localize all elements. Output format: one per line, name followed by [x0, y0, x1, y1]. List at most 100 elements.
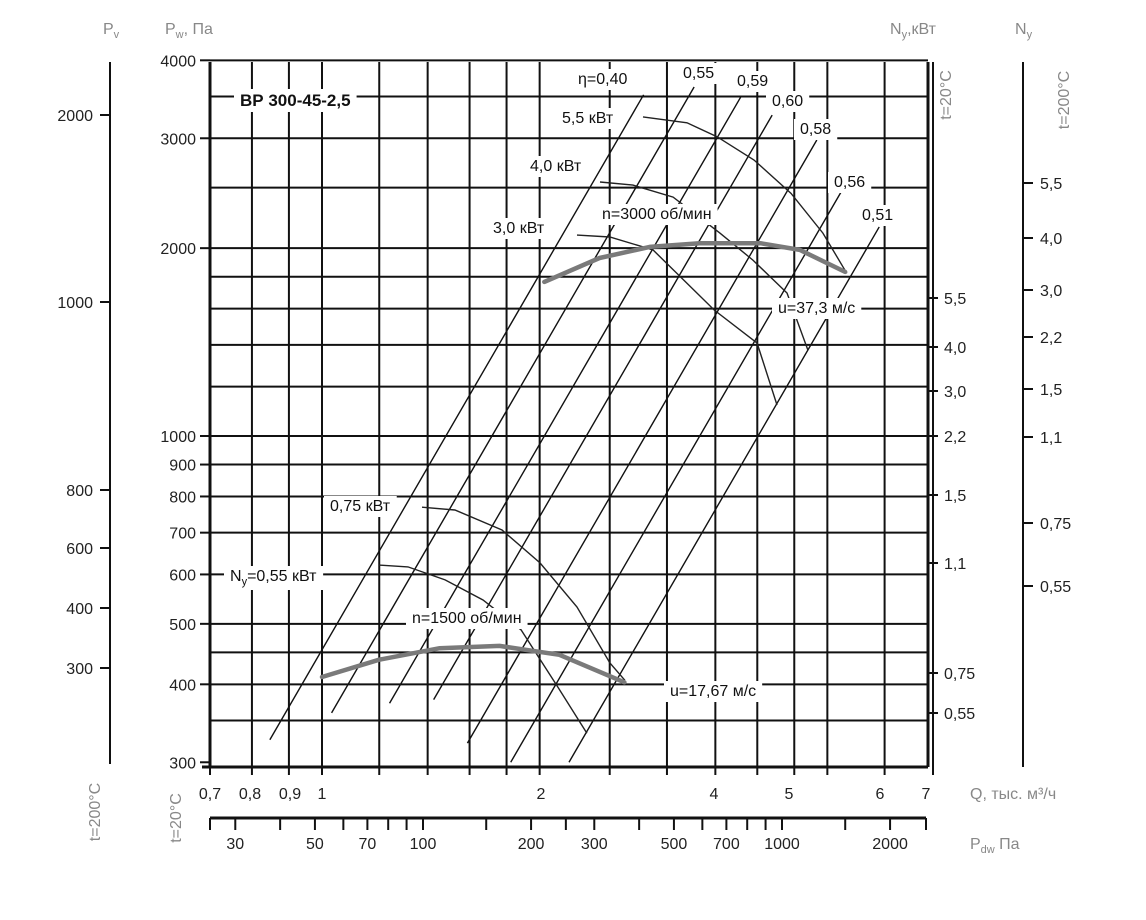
ny-inner-tick-label: 1,5 — [944, 488, 966, 505]
ny-outer-temperature: t=200°C — [1056, 71, 1073, 129]
x-axis-title: Q, тыс. м³/ч — [970, 786, 1056, 803]
pdw-tick-label: 2000 — [872, 836, 908, 853]
label-background — [828, 172, 872, 193]
efficiency-label: 0,51 — [862, 207, 893, 224]
label-background — [596, 204, 718, 225]
speed-label-3000: n=3000 об/мин — [602, 206, 712, 223]
label-background — [731, 71, 775, 92]
pdw-tick-label: 200 — [518, 836, 545, 853]
label-background — [766, 91, 810, 112]
efficiency-label: 0,58 — [800, 121, 831, 138]
x-tick-label: 0,9 — [279, 786, 301, 803]
pdw-tick-label: 100 — [410, 836, 437, 853]
ny-outer-tick-label: 1,1 — [1040, 430, 1062, 447]
pv-tick-label: 600 — [66, 541, 93, 558]
x-tick-label: 2 — [537, 786, 546, 803]
efficiency-line — [388, 96, 742, 704]
efficiency-label: 0,55 — [683, 65, 714, 82]
pv-tick-label: 2000 — [57, 108, 93, 125]
pv-axis-title-sub: v — [114, 29, 120, 41]
ny-inner-tick-label: 3,0 — [944, 384, 966, 401]
pv-tick-label: 800 — [66, 483, 93, 500]
label-background — [664, 681, 763, 702]
ny-inner-axis-title: Ny,кВт — [890, 21, 937, 41]
y-axis-title-main: P — [165, 21, 176, 38]
power-curve — [599, 181, 809, 351]
y-tick-label: 1000 — [160, 429, 196, 446]
pdw-tick-label: 1000 — [764, 836, 800, 853]
speed-label-1500: n=1500 об/мин — [412, 610, 522, 627]
chart-title: ВР 300-45-2,5 — [240, 91, 351, 110]
power-curve-label: 5,5 кВт — [562, 110, 614, 127]
ny-outer-axis-title-main: N — [1015, 21, 1027, 38]
x-tick-label: 4 — [710, 786, 719, 803]
label-background — [324, 496, 397, 517]
speed-curve — [319, 643, 627, 685]
efficiency-line — [330, 86, 695, 714]
ny-inner-tick-label: 4,0 — [944, 340, 966, 357]
pdw-tick-label: 30 — [226, 836, 244, 853]
y-axis-title-sub: w — [175, 29, 184, 41]
power-curve — [421, 506, 626, 681]
pdw-axis-title-sub: dw — [981, 844, 995, 856]
ny-inner-tick-label: 5,5 — [944, 291, 966, 308]
pv-tick-label: 1000 — [57, 295, 93, 312]
label-background — [234, 89, 357, 112]
x-tick-label: 1 — [318, 786, 327, 803]
pv-tick-label: 300 — [66, 661, 93, 678]
ny-inner-tick-label: 0,55 — [944, 706, 975, 723]
ny-outer-tick-label: 0,75 — [1040, 516, 1071, 533]
pdw-tick-label: 50 — [306, 836, 324, 853]
power-curve-label: 0,75 кВт — [330, 498, 391, 515]
ny-outer-tick-label: 1,5 — [1040, 382, 1062, 399]
y-axis-title: Pw, Па — [165, 21, 213, 41]
efficiency-label: 0,60 — [772, 93, 803, 110]
power-curve — [378, 564, 588, 734]
power-curve — [642, 116, 848, 274]
y-tick-label: 600 — [169, 567, 196, 584]
x-tick-label: 0,8 — [239, 786, 261, 803]
tip-speed-label-1500: u=17,67 м/с — [670, 683, 756, 700]
pdw-axis-title-suffix: Па — [995, 836, 1020, 853]
label-background — [224, 566, 324, 590]
x-tick-label: 6 — [876, 786, 885, 803]
ny-inner-tick-label: 2,2 — [944, 429, 966, 446]
label-background — [677, 63, 721, 84]
efficiency-label: 0,59 — [737, 73, 768, 90]
x-tick-label: 7 — [922, 786, 931, 803]
ny-outer-axis-title-sub: y — [1027, 29, 1033, 41]
label-background — [772, 298, 862, 319]
y-axis-title-suffix: , Па — [184, 21, 213, 38]
power-curve-label: 3,0 кВт — [493, 220, 545, 237]
y-tick-label: 300 — [169, 755, 196, 772]
y-tick-label: 900 — [169, 458, 196, 475]
ny-inner-temperature: t=20°C — [938, 70, 955, 120]
tip-speed-label-3000: u=37,3 м/с — [778, 300, 855, 317]
ny-outer-tick-label: 2,2 — [1040, 330, 1062, 347]
pv-temperature: t=200°C — [87, 783, 104, 841]
speed-curve — [542, 240, 848, 285]
ny-inner-tick-label: 0,75 — [944, 666, 975, 683]
y-tick-label: 4000 — [160, 53, 196, 70]
y-tick-label: 3000 — [160, 131, 196, 148]
x-tick-label: 0,7 — [199, 786, 221, 803]
pdw-tick-label: 300 — [581, 836, 608, 853]
ny-outer-axis-title: Ny — [1015, 21, 1033, 41]
pdw-axis-title-main: P — [970, 836, 981, 853]
pv-axis-title: Pv — [103, 21, 120, 41]
pdw-tick-label: 700 — [713, 836, 740, 853]
ny-outer-tick-label: 3,0 — [1040, 283, 1062, 300]
ny-inner-axis-title-main: N — [890, 21, 902, 38]
label-background — [556, 108, 620, 129]
pdw-axis-title: Pdw Па — [970, 836, 1020, 856]
power-curve-label: Ny=0,55 кВт — [230, 568, 317, 588]
y-tick-label: 2000 — [160, 241, 196, 258]
label-background — [794, 119, 838, 140]
pv-tick-label: 400 — [66, 601, 93, 618]
pdw-tick-label: 500 — [661, 836, 688, 853]
label-background — [856, 205, 900, 226]
ny-outer-tick-label: 0,55 — [1040, 579, 1071, 596]
y-tick-label: 700 — [169, 526, 196, 543]
label-main: N — [230, 568, 242, 585]
efficiency-line — [466, 139, 818, 744]
